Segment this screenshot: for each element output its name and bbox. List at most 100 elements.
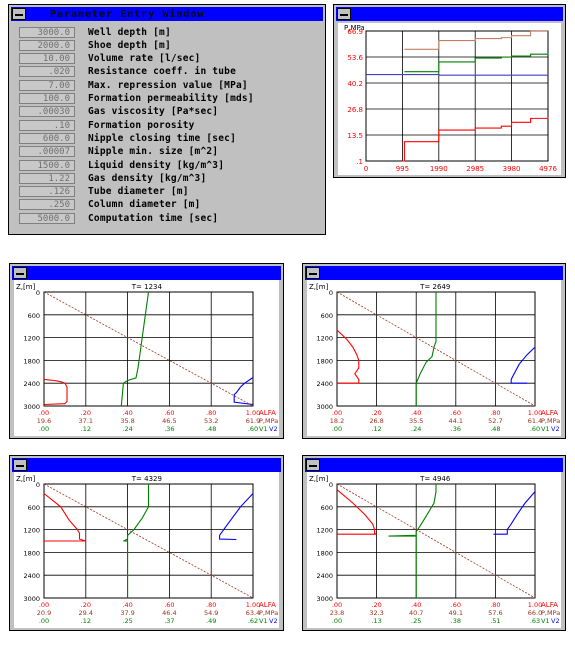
profile-series-line [219,493,254,541]
system-menu-icon[interactable] [12,8,26,20]
profile-series-line [510,346,536,384]
z-tick-label: 0 [329,289,333,297]
legend-v2: V2 [551,425,560,433]
time-label: T= 4946 [419,475,451,483]
z-tick-label: 1200 [23,527,40,535]
z-tick-label: 1800 [316,357,333,365]
z-tick-label: 0 [36,289,40,297]
param-value-field[interactable]: 100.0 [19,93,75,104]
z-axis-label: Z,[m] [309,475,329,483]
profile-chart: Z,[m] T= 494606001200180024003000.00.20.4… [309,475,560,625]
param-value-field[interactable]: 2000.0 [19,39,75,51]
y-tick-label: .1 [356,158,363,166]
profile-series-line [388,484,437,598]
pressure-tick-label: 35.5 [409,417,423,425]
velocity-tick-label: .60 [248,425,258,433]
velocity-tick-label: .25 [411,617,421,625]
profile-window-titlebar[interactable] [305,458,563,472]
velocity-tick-label: .38 [451,617,461,625]
profile-series-line [336,329,360,384]
legend-v2: V2 [551,617,560,625]
velocity-tick-label: .00 [39,617,49,625]
alfa-tick-label: .80 [206,409,216,417]
pressure-tick-label: 19.6 [37,417,51,425]
legend-pressure: P,MPa [259,417,278,425]
system-menu-icon[interactable] [306,459,320,471]
velocity-tick-label: .00 [332,425,342,433]
param-value-field[interactable]: 1500.0 [19,159,75,171]
profile-window-titlebar[interactable] [12,266,281,280]
y-tick-label: 40.2 [347,80,363,88]
alfa-tick-label: 1.00 [528,601,542,609]
parameter-window-titlebar[interactable]: Parameter Entry Window [11,7,323,21]
z-tick-label: 1800 [23,357,40,365]
velocity-tick-label: .63 [530,617,540,625]
param-value-field[interactable]: .00007 [19,146,75,158]
param-row: .10 Formation porosity [19,119,195,131]
y-tick-label: 66.9 [347,28,363,36]
param-value-field[interactable]: .020 [19,66,75,78]
param-row: 1500.0 Liquid density [kg/m^3] [19,159,224,171]
alfa-tick-label: .40 [122,409,132,417]
param-value-field[interactable]: .126 [19,186,75,198]
param-row: 100.0 Formation permeability [mds] [19,93,254,105]
alfa-tick-label: .40 [411,601,421,609]
system-menu-icon[interactable] [13,459,27,471]
param-row: .020 Resistance coeff. in tube [19,66,236,78]
pressure-tick-label: 52.7 [488,417,502,425]
pressure-tick-label: 26.8 [369,417,383,425]
profile-window-titlebar[interactable] [305,266,563,280]
param-label: Well depth [m] [88,26,171,38]
param-label: Resistance coeff. in tube [88,66,236,78]
z-tick-label: 2400 [23,572,40,580]
alfa-tick-label: .20 [81,409,91,417]
velocity-tick-label: .48 [206,425,216,433]
alfa-tick-label: .00 [39,409,49,417]
alfa-tick-label: .60 [451,601,461,609]
param-value-field[interactable]: 3000.0 [19,26,75,38]
z-tick-label: 1200 [23,335,40,343]
legend-alfa: ALFA [541,601,558,609]
pressure-series-line [404,53,549,73]
system-menu-icon[interactable] [306,267,320,279]
pressure-window-titlebar[interactable] [336,7,563,21]
time-label: T= 4329 [131,475,162,483]
param-value-field[interactable]: .10 [19,119,75,131]
system-menu-icon[interactable] [13,267,27,279]
param-row: .126 Tube diameter [m] [19,186,189,198]
param-value-field[interactable]: .250 [19,199,75,211]
param-row: 600.0 Nipple closing time [sec] [19,132,236,144]
y-tick-label: 53.6 [347,54,363,62]
time-label: T= 2649 [419,283,450,291]
pressure-plot-area: P,MPa 66.9 53.6 40.2 26.8 13.5 .1 0 995 1990 2985 3… [338,23,561,175]
param-label: Gas viscosity [Pa*sec] [88,106,219,118]
profile-plot-area: Z,[m] T= 4329 0 600 1200 1800 2400 3000.00.20.4… [14,472,279,628]
profile-window-2: Z,[m] T= 2649 0 600 1200 1800 2400 3000.00.20.4… [302,263,566,439]
pressure-profile-line [336,291,536,407]
profile-series-line [43,378,68,406]
velocity-tick-label: .36 [451,425,461,433]
z-tick-label: 3000 [23,595,40,603]
velocity-tick-label: .12 [81,425,91,433]
legend-v1: V1 [259,425,268,433]
z-axis-label: Z,[m] [16,475,36,483]
z-tick-label: 3000 [23,403,40,411]
param-value-field[interactable]: 7.00 [19,79,75,91]
velocity-tick-label: .24 [122,425,132,433]
x-tick-label: 995 [396,165,409,173]
alfa-tick-label: .20 [371,409,381,417]
pressure-tick-label: 54.9 [204,609,218,617]
pressure-tick-label: 46.5 [162,417,176,425]
param-label: Tube diameter [m] [88,186,189,198]
param-value-field[interactable]: .00030 [19,106,75,118]
param-value-field[interactable]: 1.22 [19,172,75,184]
z-axis-label: Z,[m] [309,283,329,291]
alfa-tick-label: 1.00 [246,409,260,417]
param-value-field[interactable]: 10.00 [19,53,75,65]
pressure-tick-label: 66.0 [528,609,542,617]
velocity-tick-label: .12 [371,425,381,433]
profile-window-titlebar[interactable] [12,458,281,472]
param-value-field[interactable]: 5000.0 [19,212,75,224]
system-menu-icon[interactable] [337,8,351,20]
param-value-field[interactable]: 600.0 [19,132,75,144]
